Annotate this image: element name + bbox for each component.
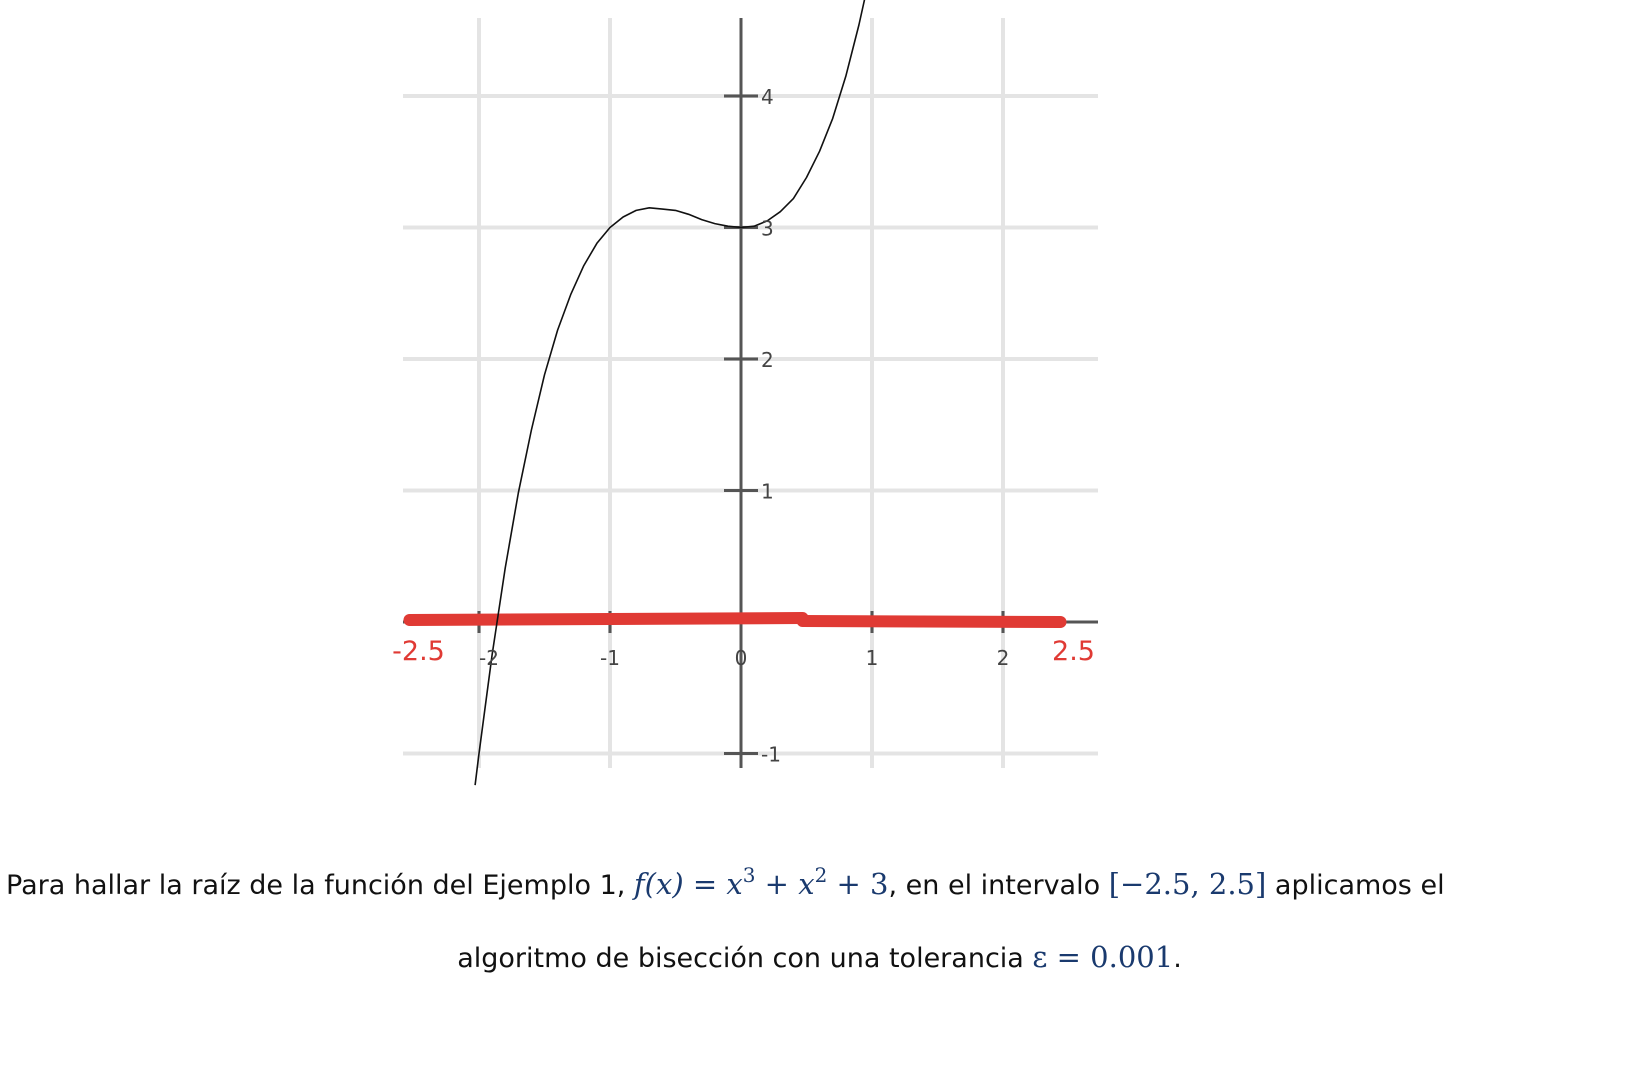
- formula-exponent-2: 2: [814, 863, 828, 887]
- y-tick-label: 4: [761, 85, 774, 109]
- x-tick-label: 2: [997, 646, 1010, 670]
- x-tick-label: -2: [479, 646, 499, 670]
- caption-line-2: algoritmo de bisección con una toleranci…: [0, 937, 1639, 979]
- formula-tail: + 3: [827, 867, 889, 901]
- interval-label-right: 2.5: [1052, 636, 1095, 667]
- caption-line-1: Para hallar la raíz de la función del Ej…: [6, 864, 1639, 906]
- function-formula: f(x) = x3 + x2 + 3: [633, 865, 889, 901]
- y-tick-label: 3: [761, 217, 774, 241]
- interval-segment: [403, 612, 1067, 628]
- y-tick-label: 2: [761, 348, 774, 372]
- interval-bar-right: [796, 615, 1067, 628]
- caption-intro-text: Para hallar la raíz de la función del Ej…: [6, 870, 634, 901]
- formula-lhs: f(x) =: [633, 867, 727, 901]
- caption-period: .: [1173, 943, 1182, 974]
- caption-end-text: aplicamos el: [1266, 870, 1445, 901]
- x-tick-label: 0: [735, 646, 748, 670]
- interval-formula: [−2.5, 2.5]: [1108, 867, 1267, 901]
- interval-label-left: -2.5: [392, 636, 445, 667]
- formula-x-cubed-base: x: [726, 867, 743, 901]
- curve: [474, 0, 866, 786]
- y-tick-label: 1: [761, 480, 774, 504]
- curve-f-x: [474, 0, 866, 786]
- formula-plus: +: [755, 867, 799, 901]
- x-tick-label: 1: [866, 646, 879, 670]
- x-tick-label: -1: [600, 646, 620, 670]
- caption-line2-text: algoritmo de bisección con una toleranci…: [457, 943, 1033, 974]
- tick-labels: -2 -1 0 1 2 -1 1 2 3 4 -2.5 2.5: [392, 85, 1095, 767]
- axes: [403, 18, 1098, 768]
- formula-x-squared-base: x: [798, 867, 815, 901]
- tolerance-formula: ε = 0.001: [1032, 940, 1174, 974]
- formula-exponent-3: 3: [742, 863, 756, 887]
- y-tick-label: -1: [761, 743, 781, 767]
- grid-lines: [403, 18, 1098, 768]
- caption-middle-text: , en el intervalo: [888, 870, 1109, 901]
- interval-bar-left: [403, 612, 809, 626]
- function-plot: -2 -1 0 1 2 -1 1 2 3 4 -2.5 2.5: [392, 0, 1098, 786]
